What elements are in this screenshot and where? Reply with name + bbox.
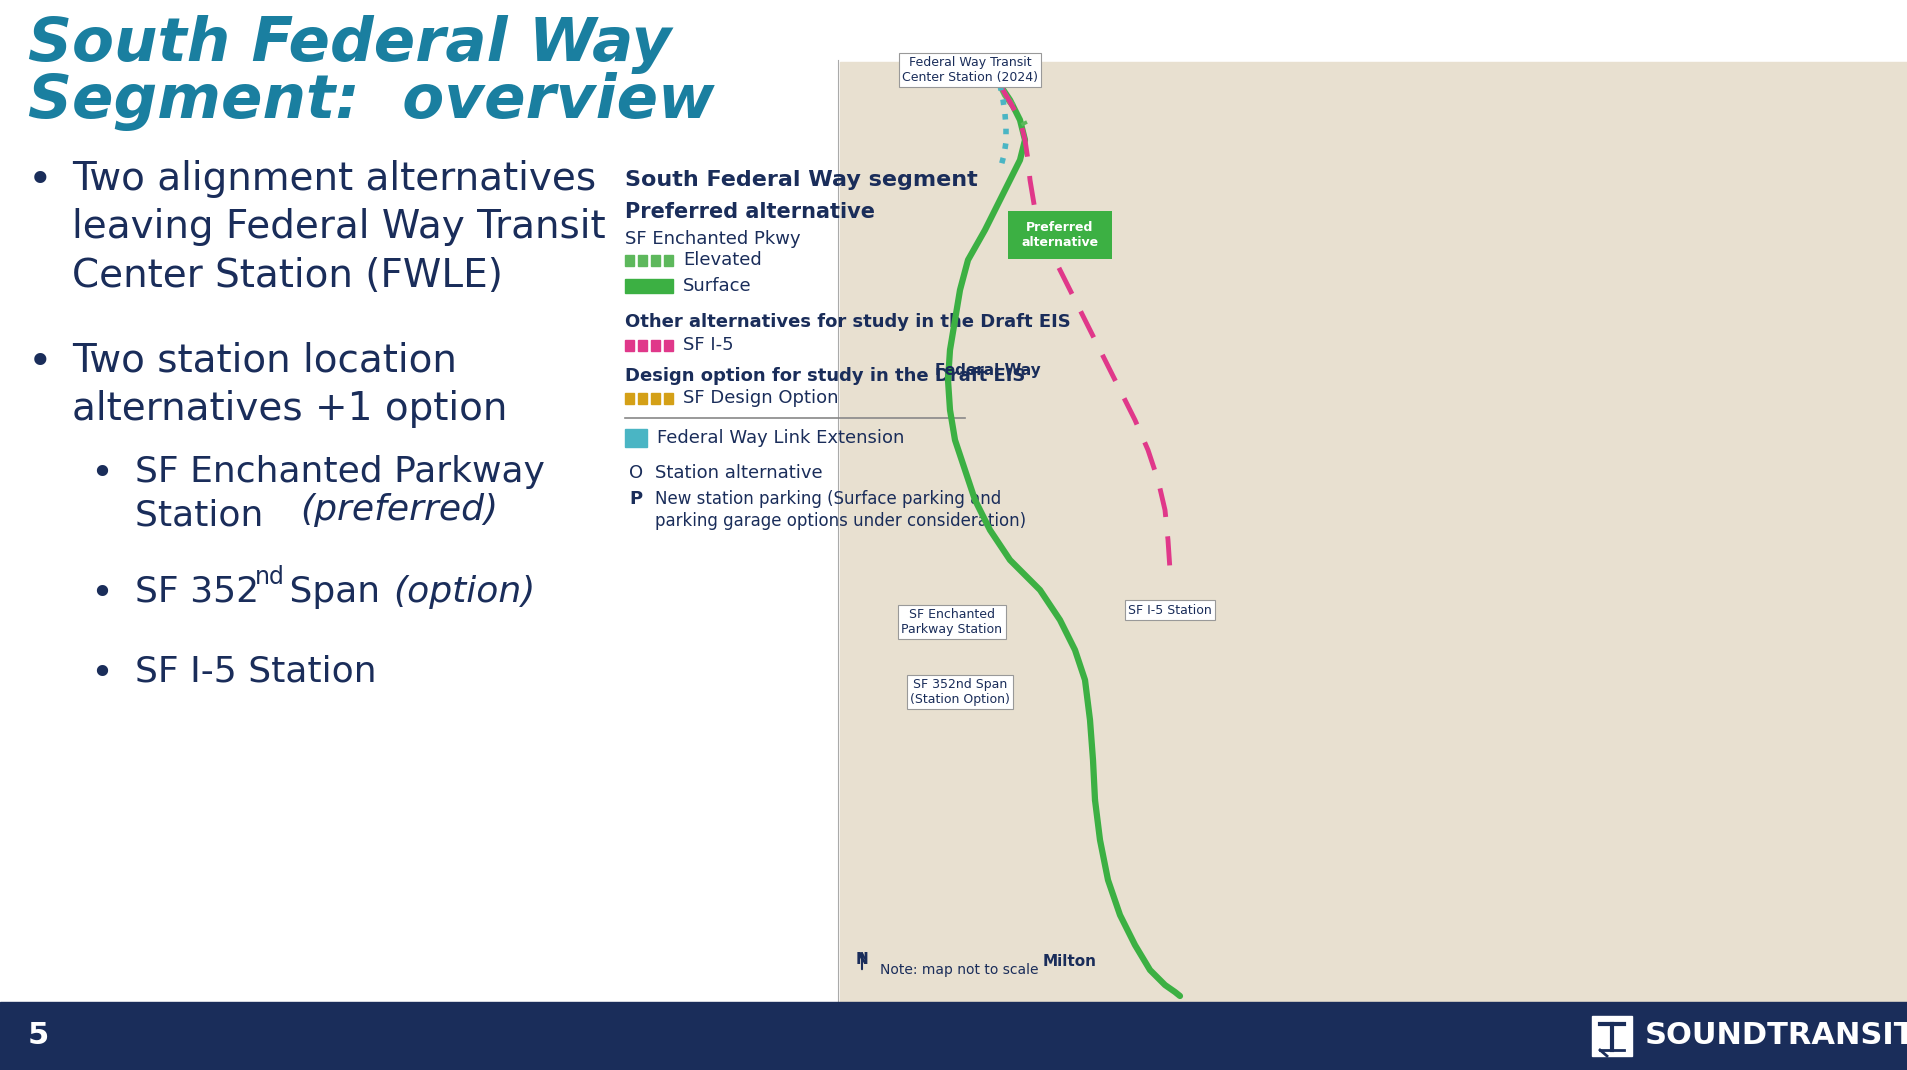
Text: Note: map not to scale: Note: map not to scale bbox=[879, 963, 1037, 977]
Bar bbox=[650, 393, 660, 403]
Bar bbox=[637, 255, 646, 265]
Text: SF I-5 Station: SF I-5 Station bbox=[135, 655, 376, 689]
Text: SF Enchanted
Parkway Station: SF Enchanted Parkway Station bbox=[900, 608, 1001, 636]
Bar bbox=[625, 339, 633, 351]
Text: Design option for study in the Draft EIS: Design option for study in the Draft EIS bbox=[625, 367, 1024, 385]
Bar bbox=[839, 62, 1907, 1002]
Text: SOUNDTRANSIT: SOUNDTRANSIT bbox=[1644, 1022, 1907, 1051]
Bar bbox=[637, 393, 646, 403]
Text: SF 352nd Span
(Station Option): SF 352nd Span (Station Option) bbox=[910, 678, 1009, 706]
Text: N: N bbox=[854, 952, 868, 967]
FancyBboxPatch shape bbox=[1590, 1016, 1630, 1056]
Bar bbox=[625, 393, 633, 403]
Bar bbox=[625, 429, 646, 447]
Bar bbox=[637, 339, 646, 351]
Text: Two station location
alternatives +1 option: Two station location alternatives +1 opt… bbox=[72, 342, 507, 428]
Text: SF I-5: SF I-5 bbox=[683, 336, 732, 354]
Text: New station parking (Surface parking and
parking garage options under considerat: New station parking (Surface parking and… bbox=[654, 490, 1026, 531]
Bar bbox=[625, 255, 633, 265]
Text: (preferred): (preferred) bbox=[299, 493, 498, 528]
Text: Span: Span bbox=[278, 575, 391, 609]
Text: SF Design Option: SF Design Option bbox=[683, 389, 837, 407]
Text: •: • bbox=[29, 342, 53, 384]
Text: Elevated: Elevated bbox=[683, 251, 761, 269]
Text: P: P bbox=[629, 490, 643, 508]
Bar bbox=[664, 255, 673, 265]
Text: Other alternatives for study in the Draft EIS: Other alternatives for study in the Draf… bbox=[625, 314, 1070, 331]
Text: Segment:  overview: Segment: overview bbox=[29, 72, 715, 131]
Bar bbox=[650, 255, 660, 265]
Text: Station alternative: Station alternative bbox=[654, 464, 822, 482]
Text: SF 352: SF 352 bbox=[135, 575, 259, 609]
Text: O: O bbox=[629, 464, 643, 482]
Text: Federal Way Link Extension: Federal Way Link Extension bbox=[656, 429, 904, 447]
Bar bbox=[664, 339, 673, 351]
Text: Surface: Surface bbox=[683, 277, 751, 295]
Bar bbox=[625, 279, 673, 293]
Text: •: • bbox=[90, 575, 113, 613]
Text: SF I-5 Station: SF I-5 Station bbox=[1127, 603, 1211, 616]
Text: 5: 5 bbox=[27, 1022, 48, 1051]
Text: Preferred alternative: Preferred alternative bbox=[625, 202, 875, 221]
Text: nd: nd bbox=[256, 565, 284, 588]
Text: SF Enchanted Pkwy: SF Enchanted Pkwy bbox=[625, 230, 801, 248]
Text: •: • bbox=[90, 455, 113, 493]
FancyBboxPatch shape bbox=[1007, 211, 1112, 259]
Text: Preferred
alternative: Preferred alternative bbox=[1020, 221, 1098, 249]
Text: Two alignment alternatives
leaving Federal Way Transit
Center Station (FWLE): Two alignment alternatives leaving Feder… bbox=[72, 160, 605, 295]
Text: South Federal Way segment: South Federal Way segment bbox=[625, 170, 976, 190]
Text: Milton: Milton bbox=[1043, 954, 1097, 969]
Text: •: • bbox=[90, 655, 113, 693]
Bar bbox=[650, 339, 660, 351]
Text: South Federal Way: South Federal Way bbox=[29, 15, 671, 74]
Bar bbox=[664, 393, 673, 403]
Text: •: • bbox=[29, 160, 53, 202]
Text: Federal Way Transit
Center Station (2024): Federal Way Transit Center Station (2024… bbox=[902, 56, 1037, 85]
Text: Federal Way: Federal Way bbox=[934, 363, 1039, 378]
Bar bbox=[0, 1002, 1907, 1070]
Text: SF Enchanted Parkway
Station: SF Enchanted Parkway Station bbox=[135, 455, 545, 533]
Text: (option): (option) bbox=[393, 575, 536, 609]
